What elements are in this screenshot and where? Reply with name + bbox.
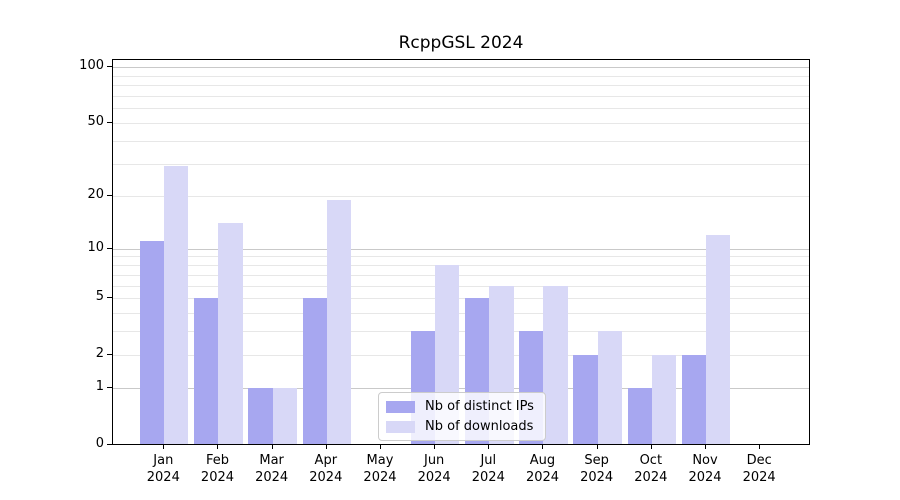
bar-downloads [326, 199, 351, 444]
x-tick-label: Jul 2024 [471, 453, 505, 485]
x-tick-mark [325, 444, 327, 449]
x-tick-mark [650, 444, 652, 449]
x-tick-label: Oct 2024 [634, 453, 668, 485]
x-tick-mark [542, 444, 544, 449]
y-tick-mark [107, 387, 112, 389]
gridline-minor [113, 75, 809, 77]
x-tick-label: Jan 2024 [146, 453, 180, 485]
gridline-minor [113, 298, 809, 300]
y-tick-label: 20 [87, 186, 104, 202]
x-tick-mark [379, 444, 381, 449]
gridline-minor [113, 274, 809, 276]
gridline-minor [113, 95, 809, 97]
y-tick-label: 50 [87, 113, 104, 129]
gridline-minor [113, 140, 809, 142]
bar-downloads [651, 355, 677, 444]
gridline-minor [113, 163, 809, 165]
x-tick-label: Dec 2024 [742, 453, 776, 485]
bar-distinct-ips [140, 241, 165, 444]
y-tick-label: 10 [87, 239, 104, 255]
y-tick-mark [107, 194, 112, 196]
y-tick-mark [107, 297, 112, 299]
x-tick-mark [759, 444, 761, 449]
gridline-minor [113, 331, 809, 333]
x-tick-label: Apr 2024 [309, 453, 343, 485]
y-tick-mark [107, 247, 112, 249]
legend: Nb of distinct IPs Nb of downloads [378, 392, 546, 441]
gridline-minor [113, 85, 809, 87]
x-tick-mark [434, 444, 436, 449]
bar-distinct-ips [194, 298, 219, 444]
y-tick-mark [107, 121, 112, 123]
x-tick-label: May 2024 [363, 453, 397, 485]
x-tick-label: Aug 2024 [525, 453, 560, 485]
bar-distinct-ips [248, 388, 273, 444]
y-tick-label: 0 [95, 436, 104, 451]
gridline-major [113, 248, 809, 250]
bar-downloads [706, 234, 731, 444]
x-tick-label: Sep 2024 [580, 453, 614, 485]
gridline-minor [113, 265, 809, 267]
gridline-minor [113, 285, 809, 287]
x-tick-mark [271, 444, 273, 449]
y-tick-label: 1 [95, 379, 104, 395]
x-tick-mark [705, 444, 706, 449]
bar-downloads [164, 166, 189, 444]
x-tick-mark [217, 444, 219, 449]
gridline-minor [113, 313, 809, 315]
gridline-minor [113, 122, 809, 124]
x-tick-label: Feb 2024 [200, 453, 235, 485]
legend-label-downloads: Nb of downloads [425, 419, 534, 434]
x-tick-label: Mar 2024 [255, 453, 289, 485]
legend-item-distinct-ips: Nb of distinct IPs [386, 399, 537, 414]
bar-downloads [597, 331, 622, 444]
bar-downloads [543, 285, 568, 444]
x-tick-mark [488, 444, 490, 449]
bar-downloads [218, 223, 243, 444]
x-tick-mark [596, 444, 598, 449]
legend-label-distinct-ips: Nb of distinct IPs [425, 399, 534, 414]
y-tick-label: 100 [79, 58, 104, 73]
gridline-major [113, 388, 809, 390]
bar-distinct-ips [302, 298, 327, 444]
gridline-minor [113, 355, 809, 357]
x-tick-label: Nov 2024 [688, 453, 722, 485]
x-tick-mark [163, 444, 165, 449]
bar-downloads [272, 388, 297, 444]
y-tick-label: 2 [95, 346, 104, 362]
gridline-minor [113, 256, 809, 258]
bar-distinct-ips [573, 355, 598, 444]
gridline-minor [113, 108, 809, 110]
legend-swatch-distinct-ips [386, 400, 415, 413]
y-tick-label: 5 [95, 289, 104, 305]
x-tick-label: Jun 2024 [417, 453, 451, 485]
y-tick-mark [107, 444, 112, 445]
y-tick-mark [107, 354, 112, 356]
chart-title: RcppGSL 2024 [398, 33, 524, 53]
bar-distinct-ips [681, 355, 706, 444]
legend-item-downloads: Nb of downloads [386, 419, 537, 434]
gridline-minor [113, 195, 809, 197]
gridline-major [113, 67, 809, 68]
y-tick-mark [107, 66, 112, 67]
bar-distinct-ips [627, 388, 652, 444]
legend-swatch-downloads [386, 420, 415, 433]
plot-area: Nb of distinct IPs Nb of downloads [112, 59, 810, 445]
